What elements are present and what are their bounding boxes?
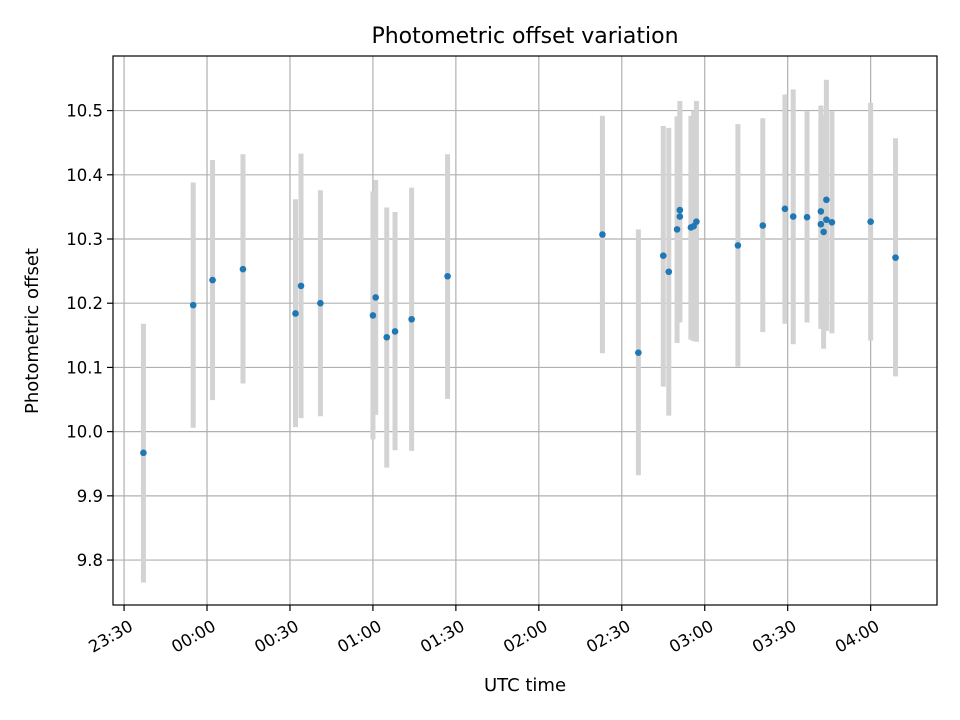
data-point bbox=[383, 333, 391, 341]
data-points bbox=[140, 196, 899, 457]
y-tick-label: 10.2 bbox=[66, 294, 103, 313]
y-tick-label: 10.0 bbox=[66, 423, 103, 442]
y-tick-label: 10.1 bbox=[66, 358, 103, 377]
y-tick-label: 9.8 bbox=[77, 551, 103, 570]
data-point bbox=[140, 449, 147, 457]
y-tick-label: 10.3 bbox=[66, 230, 103, 249]
data-point bbox=[372, 294, 379, 301]
data-point bbox=[817, 220, 825, 228]
data-point bbox=[823, 216, 830, 224]
data-point bbox=[673, 226, 681, 233]
data-point bbox=[391, 328, 399, 335]
data-point bbox=[444, 272, 451, 280]
y-tick-label: 10.4 bbox=[66, 166, 103, 185]
data-point bbox=[209, 276, 216, 284]
data-point bbox=[297, 282, 305, 290]
data-point bbox=[789, 213, 797, 220]
data-point bbox=[659, 252, 667, 259]
data-point bbox=[823, 196, 830, 204]
y-tick-label: 10.5 bbox=[66, 102, 103, 121]
data-point bbox=[817, 208, 825, 215]
data-point bbox=[369, 312, 377, 319]
data-point bbox=[676, 213, 684, 220]
data-point bbox=[317, 299, 324, 307]
data-point bbox=[892, 254, 899, 261]
data-point bbox=[189, 301, 197, 309]
data-point bbox=[828, 219, 836, 226]
y-tick-label: 9.9 bbox=[77, 487, 103, 506]
data-point bbox=[693, 218, 700, 225]
data-point bbox=[599, 231, 606, 238]
plot-frame bbox=[112, 55, 938, 606]
chart-title: Photometric offset variation bbox=[371, 24, 678, 49]
data-point bbox=[292, 310, 299, 317]
data-point bbox=[676, 206, 684, 214]
y-axis: 9.8 9.9 10.0 10.1 10.2 10.3 10.4 10.5 bbox=[66, 102, 113, 570]
data-point bbox=[759, 222, 767, 229]
data-point bbox=[665, 268, 673, 276]
data-point bbox=[781, 205, 789, 213]
data-point bbox=[734, 242, 742, 249]
data-point bbox=[820, 228, 827, 236]
x-axis-label: UTC time bbox=[484, 675, 566, 696]
data-point bbox=[803, 213, 811, 221]
data-point bbox=[239, 265, 247, 273]
data-point bbox=[635, 349, 642, 356]
y-axis-label: Photometric offset bbox=[22, 248, 43, 414]
data-point bbox=[867, 218, 874, 225]
data-point bbox=[408, 315, 415, 323]
